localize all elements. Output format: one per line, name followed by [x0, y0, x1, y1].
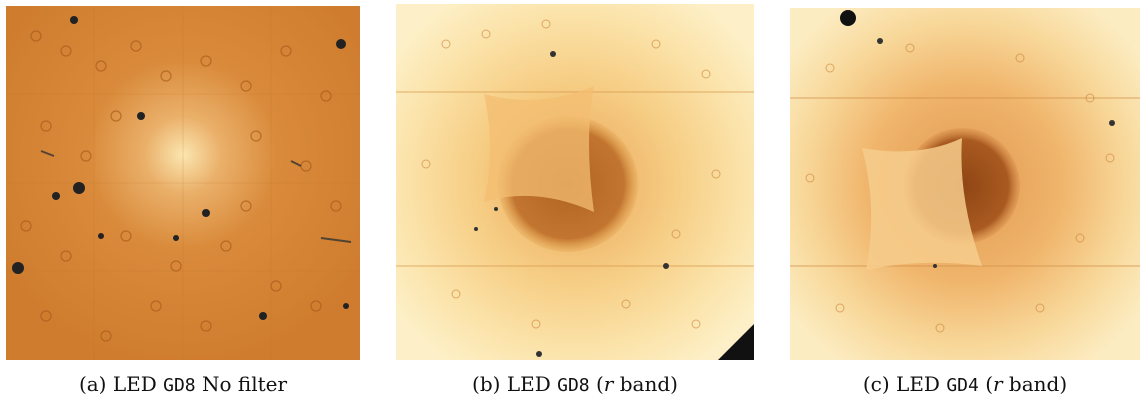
- caption-a: (a) LED GD8 No filter: [78, 372, 288, 396]
- caption-b: (b) LED GD8 (r band): [472, 372, 678, 396]
- flat-field-image-a: [6, 6, 360, 360]
- caption-c: (c) LED GD4 (r band): [862, 372, 1068, 396]
- flat-field-image-c: [790, 8, 1140, 360]
- flat-field-image-b: [396, 4, 754, 360]
